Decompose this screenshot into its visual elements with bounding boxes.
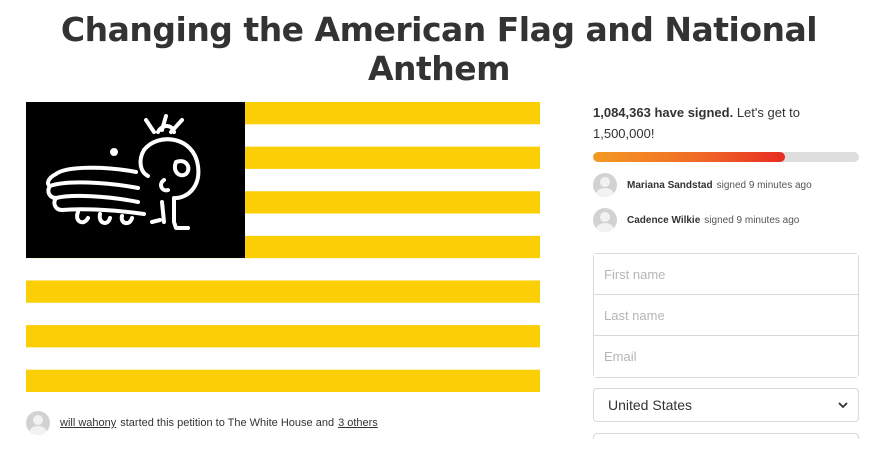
last-name-input[interactable] bbox=[594, 295, 858, 336]
flag-graphic bbox=[26, 102, 540, 392]
avatar bbox=[593, 173, 617, 197]
flag-stripe bbox=[26, 302, 540, 326]
signer-time: signed 9 minutes ago bbox=[716, 179, 812, 191]
progress-fill bbox=[593, 152, 785, 162]
avatar bbox=[593, 208, 617, 232]
email-input[interactable] bbox=[594, 336, 858, 377]
country-value: United States bbox=[608, 397, 693, 413]
petition-flag-image bbox=[26, 102, 540, 392]
flag-stripe bbox=[26, 325, 540, 348]
recent-signer: Mariana Sandstad signed 9 minutes ago bbox=[593, 173, 861, 197]
recent-signer: Cadence Wilkie signed 9 minutes ago bbox=[593, 208, 861, 232]
sign-panel: 1,084,363 have signed. Let's get to 1,50… bbox=[593, 102, 861, 439]
sign-form bbox=[593, 253, 859, 378]
signer-name: Cadence Wilkie bbox=[627, 214, 701, 226]
page-title: Changing the American Flag and National … bbox=[60, 10, 818, 88]
flag-stripe bbox=[26, 369, 540, 392]
cartoon-character-icon bbox=[46, 114, 201, 230]
first-name-input[interactable] bbox=[594, 254, 858, 295]
flag-canton bbox=[26, 102, 245, 258]
signer-time: signed 9 minutes ago bbox=[704, 214, 800, 226]
signer-name: Mariana Sandstad bbox=[627, 179, 713, 191]
starter-name-link[interactable]: will wahony bbox=[60, 417, 117, 429]
progress-bar bbox=[593, 152, 859, 162]
next-form-field-edge bbox=[593, 433, 859, 439]
others-link[interactable]: 3 others bbox=[338, 417, 378, 429]
country-select[interactable]: United States bbox=[593, 388, 859, 422]
flag-stripe bbox=[26, 280, 540, 304]
flag-stripe bbox=[26, 258, 540, 281]
petition-starter: will wahony started this petition to The… bbox=[26, 410, 378, 436]
flag-stripe bbox=[26, 347, 540, 370]
signed-count: 1,084,363 have signed. bbox=[593, 105, 734, 120]
signature-count: 1,084,363 have signed. Let's get to 1,50… bbox=[593, 102, 861, 144]
starter-text: started this petition to The White House… bbox=[120, 417, 335, 429]
chevron-down-icon bbox=[838, 400, 848, 410]
avatar bbox=[26, 411, 50, 435]
goal-text: Let's get to 1,500,000! bbox=[593, 105, 801, 141]
